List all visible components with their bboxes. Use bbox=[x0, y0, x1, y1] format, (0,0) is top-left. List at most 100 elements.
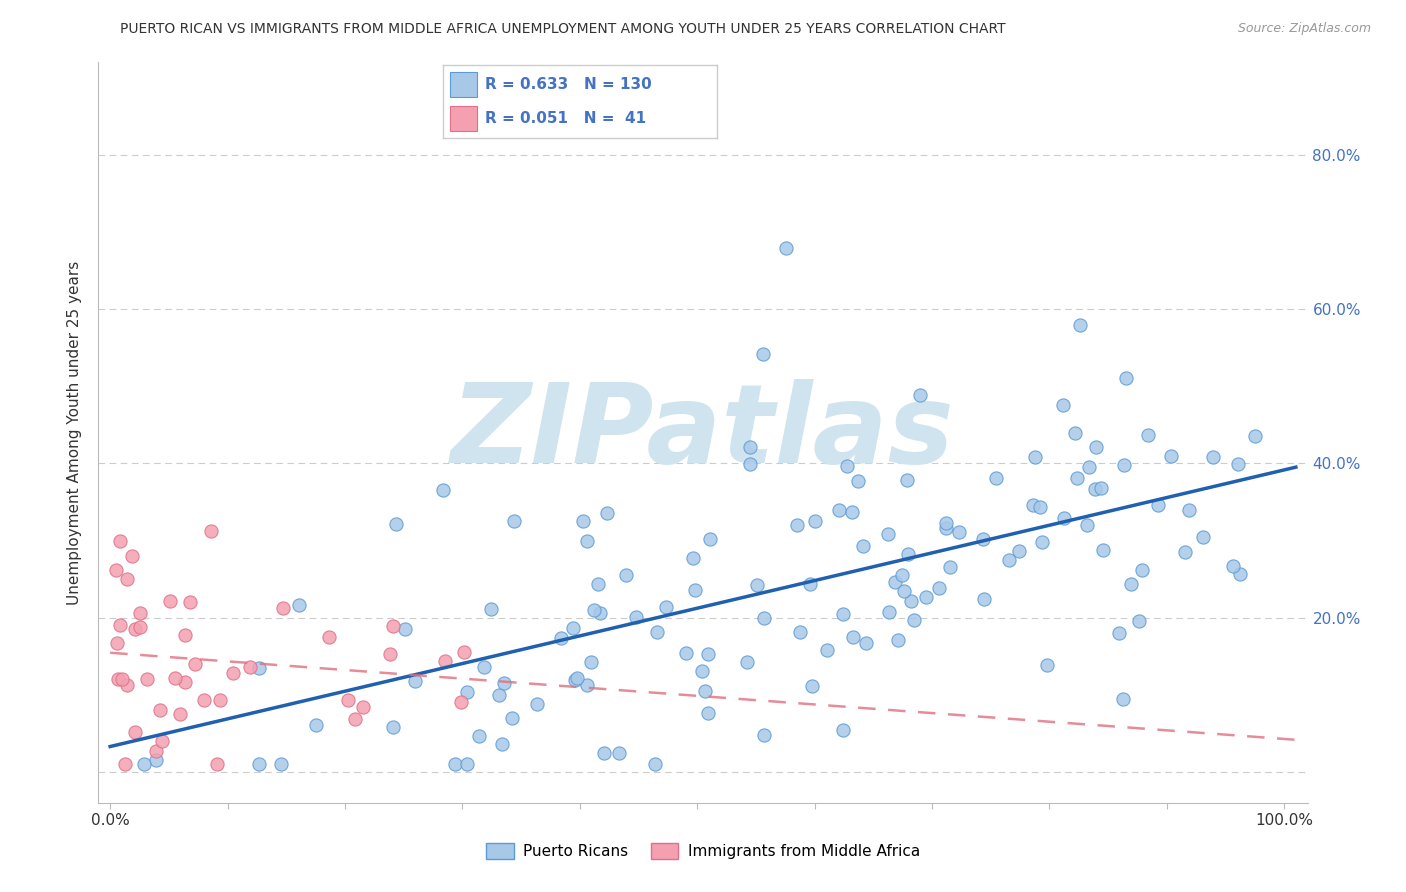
Point bbox=[1128, 615, 1150, 629]
Point bbox=[1229, 566, 1251, 581]
Point bbox=[169, 706, 191, 721]
Point bbox=[624, 609, 647, 624]
Point bbox=[352, 699, 374, 714]
Point bbox=[876, 526, 898, 541]
Point bbox=[655, 600, 678, 615]
Point bbox=[1090, 481, 1112, 495]
Point bbox=[738, 440, 761, 454]
Point bbox=[1028, 500, 1050, 515]
Point bbox=[586, 577, 609, 591]
Bar bbox=[450, 72, 477, 97]
Point bbox=[596, 506, 619, 520]
Point bbox=[207, 757, 229, 772]
Point bbox=[1022, 498, 1045, 512]
Point bbox=[897, 547, 920, 561]
Point bbox=[841, 505, 863, 519]
Point bbox=[752, 611, 775, 625]
Point bbox=[174, 674, 197, 689]
Point bbox=[129, 620, 152, 634]
Point bbox=[394, 622, 416, 636]
Point bbox=[343, 712, 366, 726]
Point bbox=[1160, 449, 1182, 463]
Point bbox=[135, 672, 157, 686]
Point bbox=[1227, 457, 1250, 471]
Point bbox=[831, 607, 853, 621]
Y-axis label: Unemployment Among Youth under 25 years: Unemployment Among Youth under 25 years bbox=[67, 260, 83, 605]
Point bbox=[318, 630, 340, 644]
Point bbox=[526, 698, 548, 712]
Point bbox=[1115, 371, 1137, 385]
Point bbox=[450, 695, 472, 709]
Point bbox=[928, 581, 950, 595]
Point bbox=[614, 568, 637, 582]
Point bbox=[179, 595, 201, 609]
Point bbox=[675, 646, 697, 660]
Point bbox=[561, 621, 583, 635]
Point bbox=[1112, 691, 1135, 706]
Point bbox=[697, 706, 720, 721]
Point bbox=[443, 757, 465, 772]
Point bbox=[271, 600, 294, 615]
Point bbox=[740, 457, 762, 471]
Point bbox=[222, 665, 245, 680]
Text: Source: ZipAtlas.com: Source: ZipAtlas.com bbox=[1237, 22, 1371, 36]
Point bbox=[775, 240, 797, 255]
Point bbox=[183, 657, 205, 671]
Point bbox=[472, 660, 495, 674]
Point bbox=[149, 703, 172, 717]
Point bbox=[575, 678, 598, 692]
Point bbox=[887, 632, 910, 647]
Point bbox=[124, 622, 146, 636]
Point bbox=[1243, 429, 1265, 443]
Point bbox=[105, 636, 128, 650]
Point bbox=[697, 647, 720, 661]
Point bbox=[105, 563, 128, 577]
Point bbox=[1031, 534, 1053, 549]
Point bbox=[173, 628, 195, 642]
Point bbox=[786, 518, 808, 533]
Point bbox=[835, 459, 858, 474]
Point bbox=[948, 524, 970, 539]
Point bbox=[1108, 626, 1130, 640]
Point bbox=[115, 572, 138, 586]
Point bbox=[200, 524, 222, 539]
Point bbox=[752, 346, 775, 360]
Point bbox=[644, 757, 666, 772]
Point bbox=[588, 606, 610, 620]
Point bbox=[1121, 577, 1143, 591]
Point bbox=[984, 471, 1007, 485]
Point bbox=[789, 625, 811, 640]
Point bbox=[1053, 511, 1076, 525]
Point bbox=[1036, 657, 1059, 672]
Point bbox=[973, 592, 995, 607]
Point bbox=[193, 693, 215, 707]
Point bbox=[145, 753, 167, 767]
Point bbox=[145, 744, 167, 758]
Point bbox=[107, 672, 129, 686]
Point bbox=[908, 388, 931, 402]
Point bbox=[209, 693, 232, 707]
Point bbox=[893, 583, 915, 598]
Point bbox=[108, 533, 131, 548]
Text: PUERTO RICAN VS IMMIGRANTS FROM MIDDLE AFRICA UNEMPLOYMENT AMONG YOUTH UNDER 25 : PUERTO RICAN VS IMMIGRANTS FROM MIDDLE A… bbox=[120, 22, 1005, 37]
Point bbox=[1085, 440, 1108, 454]
Point bbox=[336, 693, 359, 707]
Point bbox=[1191, 529, 1213, 543]
Point bbox=[693, 684, 716, 698]
Point bbox=[382, 720, 405, 734]
Point bbox=[692, 665, 714, 679]
Point bbox=[832, 723, 855, 737]
Point bbox=[896, 473, 918, 487]
Point bbox=[752, 728, 775, 742]
Point bbox=[163, 672, 186, 686]
Point bbox=[488, 688, 510, 702]
Point bbox=[583, 603, 606, 617]
Point bbox=[1064, 425, 1087, 440]
Point bbox=[249, 757, 271, 772]
Point bbox=[468, 729, 491, 743]
Point bbox=[935, 521, 957, 535]
Point bbox=[159, 594, 181, 608]
Point bbox=[1201, 450, 1223, 465]
Point bbox=[846, 474, 869, 488]
Point bbox=[567, 671, 589, 685]
